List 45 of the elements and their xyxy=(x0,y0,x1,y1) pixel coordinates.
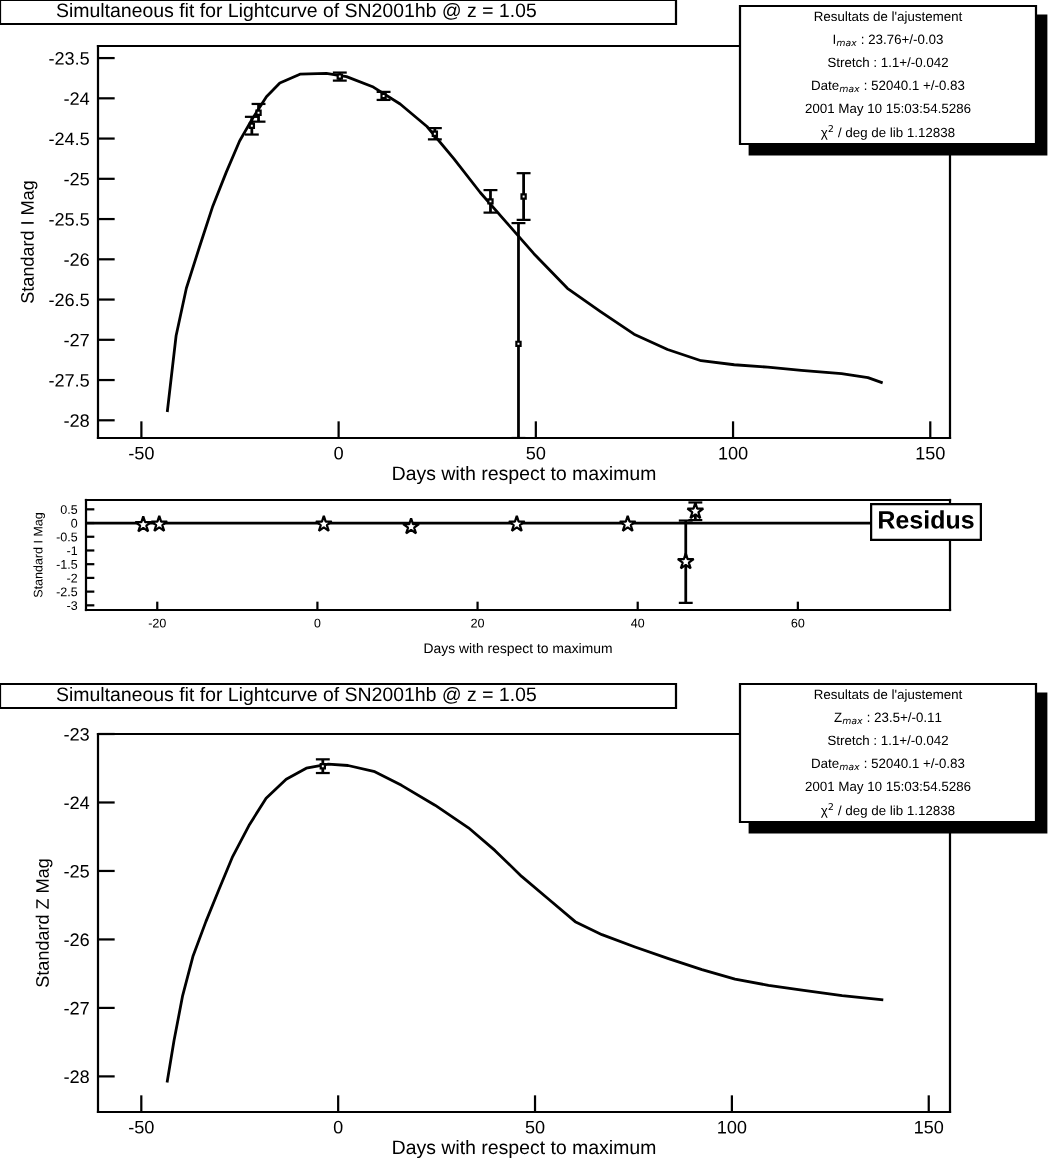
point xyxy=(520,193,527,200)
y-tick-label: -25 xyxy=(64,172,89,186)
y-tick-label: -28 xyxy=(64,1070,89,1084)
x-tick-label: 0 xyxy=(334,446,343,460)
x-tick-label: 50 xyxy=(526,446,546,460)
x-tick-label: 100 xyxy=(718,1120,747,1134)
x-axis-title: Days with respect to maximum xyxy=(393,465,656,485)
point xyxy=(134,515,153,533)
y-axis-title: Standard I Mag xyxy=(20,181,38,303)
chart-title: Simultaneous fit for Lightcurve of SN2001hb @ z = 1.05 xyxy=(56,2,536,22)
y-tick-label: -26.5 xyxy=(49,293,89,307)
point xyxy=(255,109,262,116)
y-tick-label: -26 xyxy=(64,253,89,267)
y-tick-label: -23.5 xyxy=(49,52,89,65)
x-tick-label: 150 xyxy=(915,1120,944,1134)
point xyxy=(150,514,169,532)
x-tick-label: 100 xyxy=(719,446,748,460)
y-tick-label: -24 xyxy=(64,796,90,810)
y-tick-label: -27.5 xyxy=(49,373,89,387)
y-tick-label: -27 xyxy=(64,333,89,347)
y-tick-label: -24 xyxy=(64,92,90,105)
point xyxy=(248,122,256,129)
point xyxy=(618,514,637,532)
x-axis-title: Days with respect to maximum xyxy=(393,1139,656,1159)
x-tick-label: 150 xyxy=(916,446,945,460)
point xyxy=(314,514,333,532)
x-tick-label: -50 xyxy=(129,1120,154,1134)
y-tick-label: -26 xyxy=(64,933,89,947)
point xyxy=(676,552,695,570)
point xyxy=(487,198,494,205)
y-tick-label: -23 xyxy=(64,727,89,741)
y-axis-title: Standard Z Mag xyxy=(35,859,53,987)
x-tick-label: 0 xyxy=(333,1120,343,1134)
y-tick-label: -25 xyxy=(64,864,89,878)
point xyxy=(402,517,421,535)
point xyxy=(507,514,526,532)
point xyxy=(515,340,522,348)
y-tick-label: -28 xyxy=(64,414,89,428)
y-tick-label: -25.5 xyxy=(49,212,89,226)
y-tick-label: -24.5 xyxy=(49,132,89,146)
y-tick-label: -27 xyxy=(64,1001,89,1015)
x-tick-label: -50 xyxy=(129,446,154,460)
annotation: Residus xyxy=(879,510,974,529)
x-tick-label: 50 xyxy=(525,1120,545,1134)
chart-title: Simultaneous fit for Lightcurve of SN2001hb @ z = 1.05 xyxy=(56,686,536,706)
